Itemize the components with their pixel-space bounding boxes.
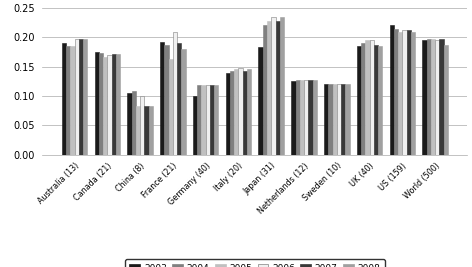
Bar [140,96,144,155]
Bar [370,40,374,155]
Bar [202,85,206,155]
Bar [444,45,448,155]
Bar [107,55,111,155]
Bar [177,43,181,155]
Bar [365,40,370,155]
Bar [79,38,83,155]
Bar [259,47,263,155]
Bar [263,25,267,155]
Bar [427,39,431,155]
Bar [214,85,219,155]
Bar [267,21,271,155]
Bar [280,17,284,155]
Bar [435,40,439,155]
Bar [181,49,185,155]
Bar [230,71,234,155]
Bar [116,54,120,155]
Bar [291,81,295,155]
Bar [210,85,214,155]
Bar [70,46,75,155]
Bar [160,42,164,155]
Bar [439,39,444,155]
Bar [389,25,394,155]
Bar [271,17,276,155]
Bar [132,91,136,155]
Bar [361,43,365,155]
Bar [169,58,173,155]
Bar [206,85,210,155]
Bar [394,29,398,155]
Bar [337,84,341,155]
Bar [357,46,361,155]
Bar [226,73,230,155]
Bar [374,45,378,155]
Bar [173,32,177,155]
Bar [234,69,238,155]
Bar [276,21,280,155]
Bar [329,84,333,155]
Bar [149,106,153,155]
Bar [308,80,312,155]
Bar [411,32,415,155]
Bar [398,32,403,155]
Bar [312,80,317,155]
Bar [422,40,427,155]
Bar [127,93,132,155]
Bar [247,69,251,155]
Bar [103,57,107,155]
Bar [164,45,169,155]
Bar [136,106,140,155]
Bar [94,52,99,155]
Bar [403,30,407,155]
Bar [295,80,300,155]
Bar [304,80,308,155]
Legend: 2003, 2004, 2005, 2006, 2007, 2008: 2003, 2004, 2005, 2006, 2007, 2008 [125,259,385,267]
Bar [341,84,346,155]
Bar [197,85,202,155]
Bar [243,71,247,155]
Bar [111,54,116,155]
Bar [333,84,337,155]
Bar [300,80,304,155]
Bar [62,43,66,155]
Bar [99,53,103,155]
Bar [66,46,70,155]
Bar [238,68,243,155]
Bar [83,39,87,155]
Bar [144,106,149,155]
Bar [378,46,382,155]
Bar [346,84,350,155]
Bar [193,96,197,155]
Bar [75,38,79,155]
Bar [324,84,329,155]
Bar [431,39,435,155]
Bar [407,30,411,155]
